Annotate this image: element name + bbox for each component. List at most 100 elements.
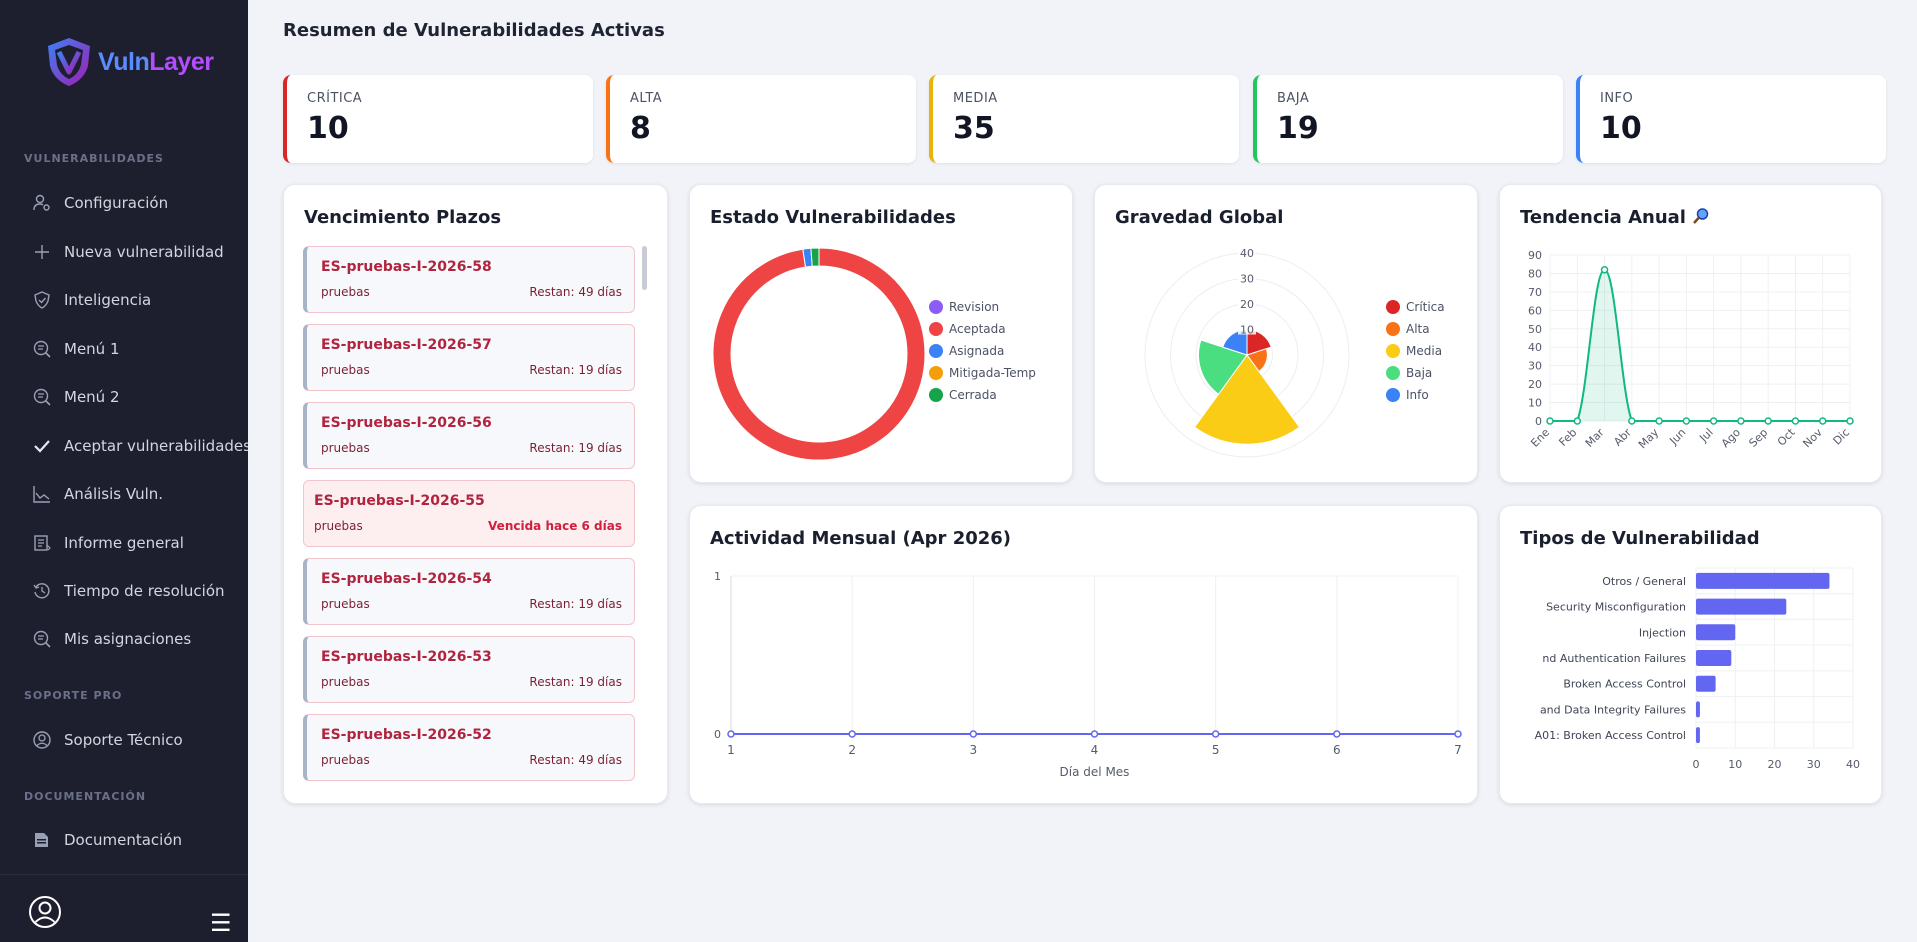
x-tick-label: Sep [1746, 426, 1770, 450]
legend-item[interactable]: Revision [929, 300, 999, 314]
legend-item[interactable]: Cerrada [929, 388, 997, 402]
stat-value: 35 [953, 111, 995, 146]
user-gear-icon [33, 194, 50, 211]
due-item[interactable]: ES-pruebas-I-2026-57 pruebas Restan: 19 dí… [303, 324, 635, 391]
magnifier-icon [1693, 208, 1709, 224]
data-point [1211, 730, 1220, 738]
due-item[interactable]: ES-pruebas-I-2026-55 pruebas Vencida hace … [303, 480, 635, 547]
sidebar-item-mis-asignaciones[interactable]: Mis asignaciones [32, 623, 248, 655]
sidebar-item-nueva-vulnerabilidad[interactable]: Nueva vulnerabilidad [32, 236, 248, 268]
y-tick-label: 90 [1528, 249, 1542, 262]
due-list[interactable]: ES-pruebas-I-2026-58 pruebas Restan: 49 dí… [283, 184, 668, 804]
data-point [1682, 417, 1691, 425]
stat-card-baja: BAJA 19 [1253, 75, 1563, 163]
sidebar-item-menu-2[interactable]: Menú 2 [32, 381, 248, 413]
sidebar-item-inteligencia[interactable]: Inteligencia [32, 284, 248, 316]
gravedad-polar-chart: 10 20 30 40 [1144, 246, 1350, 458]
data-point [1709, 417, 1718, 425]
scrollbar-thumb[interactable] [642, 246, 647, 290]
data-point [1333, 730, 1341, 738]
sidebar-item-menu-1[interactable]: Menú 1 [32, 333, 248, 365]
section-vulnerabilidades: VULNERABILIDADES [24, 152, 164, 165]
x-tick-label: 20 [1768, 758, 1782, 771]
check-icon [34, 440, 50, 453]
due-item[interactable]: ES-pruebas-I-2026-52 pruebas Restan: 49 dí… [303, 714, 635, 781]
data-point [1628, 417, 1636, 425]
legend-item[interactable]: Asignada [929, 344, 1004, 358]
data-point [1655, 417, 1663, 425]
bar [1696, 650, 1732, 666]
legend-label: Alta [1406, 322, 1430, 336]
x-tick-label: 3 [970, 743, 978, 757]
polar-tick-label: 10 [1240, 324, 1254, 337]
due-code: ES-pruebas-I-2026-52 [321, 727, 492, 743]
plus-icon [35, 245, 49, 259]
due-remaining: Restan: 19 días [529, 597, 622, 611]
stat-value: 10 [307, 111, 349, 146]
due-item[interactable]: ES-pruebas-I-2026-53 pruebas Restan: 19 dí… [303, 636, 635, 703]
stat-card-alta: ALTA 8 [606, 75, 916, 163]
data-point [1454, 730, 1462, 738]
sidebar-item-configuracion[interactable]: Configuración [32, 187, 248, 219]
sidebar-item-label: Análisis Vuln. [64, 485, 164, 503]
sidebar-item-analisis-vuln[interactable]: Análisis Vuln. [32, 478, 248, 510]
bar [1696, 701, 1700, 718]
menu-toggle-icon[interactable]: ☰ [210, 909, 232, 937]
due-item[interactable]: ES-pruebas-I-2026-58 pruebas Restan: 49 dí… [303, 246, 635, 313]
y-tick-label: 20 [1528, 378, 1542, 391]
card-title: Vencimiento Plazos [304, 207, 502, 228]
legend-label: Media [1406, 344, 1443, 358]
y-tick-label: 40 [1528, 341, 1542, 354]
sidebar-item-tiempo-resolucion[interactable]: Tiempo de resolución [32, 575, 248, 607]
x-tick-label: Mar [1583, 426, 1607, 450]
sidebar-item-soporte-tecnico[interactable]: Soporte Técnico [32, 724, 248, 756]
due-code: ES-pruebas-I-2026-57 [321, 337, 492, 353]
legend-item[interactable]: Info [1386, 388, 1429, 402]
legend-item[interactable]: Mitigada-Temp [929, 366, 1036, 380]
user-circle-icon [33, 731, 51, 749]
legend-label: Cerrada [949, 388, 997, 402]
legend-item[interactable]: Crítica [1386, 300, 1445, 314]
legend-item[interactable]: Baja [1386, 366, 1432, 380]
due-remaining: Restan: 49 días [529, 753, 622, 767]
sidebar-footer: ☰ [0, 874, 248, 942]
legend-swatch [1386, 344, 1400, 358]
stat-value: 10 [1600, 111, 1642, 146]
x-tick-label: Jun [1666, 426, 1688, 448]
stat-label: INFO [1600, 91, 1634, 106]
due-code: ES-pruebas-I-2026-56 [321, 415, 492, 431]
sidebar-item-documentacion[interactable]: Documentación [32, 824, 248, 856]
x-tick-label: May [1636, 426, 1662, 452]
sidebar-item-aceptar-vulnerabilidades[interactable]: Aceptar vulnerabilidades [32, 430, 248, 462]
bar [1696, 572, 1830, 589]
app-logo[interactable]: VulnLayer [44, 36, 214, 88]
x-tick-label: 30 [1807, 758, 1821, 771]
line-area-fill [1550, 269, 1850, 421]
stat-card-info: INFO 10 [1576, 75, 1886, 163]
logo-text-layer: Layer [149, 47, 214, 76]
legend-item[interactable]: Media [1386, 344, 1442, 358]
legend-label: Aceptada [949, 322, 1006, 336]
user-avatar-icon[interactable] [28, 895, 62, 929]
sidebar-item-informe-general[interactable]: Informe general [32, 527, 248, 559]
tendencia-card: Tendencia Anual 0 10 20 30 40 50 60 70 80 90 Ene Fe… [1499, 184, 1882, 483]
data-point [1764, 417, 1772, 425]
data-point [1818, 417, 1827, 425]
due-item[interactable]: ES-pruebas-I-2026-54 pruebas Restan: 19 dí… [303, 558, 635, 625]
sidebar-item-label: Soporte Técnico [64, 731, 183, 749]
history-icon [33, 583, 50, 599]
legend-swatch [1386, 300, 1400, 314]
card-title: Estado Vulnerabilidades [710, 207, 956, 228]
legend-label: Revision [949, 300, 1000, 314]
data-point [1737, 417, 1745, 425]
legend-item[interactable]: Alta [1386, 322, 1430, 336]
due-project: pruebas [321, 675, 370, 689]
legend-item[interactable]: Aceptada [929, 322, 1006, 336]
data-point [1791, 417, 1800, 425]
search-doc-icon [33, 340, 51, 358]
due-item[interactable]: ES-pruebas-I-2026-56 pruebas Restan: 19 dí… [303, 402, 635, 469]
y-tick-label: 0 [714, 728, 721, 741]
sidebar-item-label: Informe general [64, 534, 184, 552]
legend-label: Crítica [1406, 300, 1445, 314]
folder-icon [35, 833, 48, 847]
